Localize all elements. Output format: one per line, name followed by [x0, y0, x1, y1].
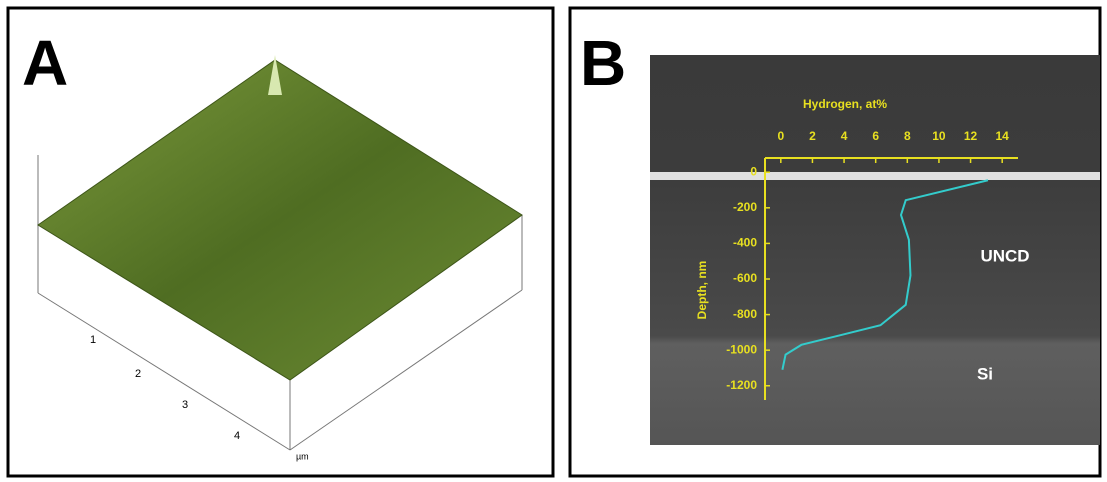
y-tick-label: -1200	[726, 378, 757, 392]
x-tick-label: 6	[872, 129, 879, 143]
panel-label: A	[22, 27, 68, 99]
surface-band	[650, 172, 1100, 180]
axis-tick-label: 1	[90, 334, 96, 346]
x-tick-label: 8	[904, 129, 911, 143]
axis-tick-label: 2	[135, 368, 141, 380]
y-tick-label: -800	[733, 307, 757, 321]
x-tick-label: 14	[996, 129, 1010, 143]
annotation: UNCD	[980, 246, 1029, 265]
x-tick-label: 10	[932, 129, 946, 143]
axis-tick-label: 4	[234, 430, 240, 442]
axis-tick-label: 3	[182, 399, 188, 411]
panel-label: B	[580, 27, 626, 99]
figure: A B 1 2 3 4 µm 0 2 4 6 8 10 12 14 0 -200 -400 -600 -…	[0, 0, 1107, 482]
axis-unit: µm	[296, 451, 309, 461]
x-tick-label: 4	[841, 129, 848, 143]
y-axis-title: Depth, nm	[695, 261, 709, 320]
x-axis-title: Hydrogen, at%	[803, 97, 887, 111]
y-tick-label: -400	[733, 236, 757, 250]
y-tick-label: -200	[733, 200, 757, 214]
sem-image	[650, 55, 1100, 445]
page: {"panel_a":{"label":"A","ticks":["1","2"…	[0, 0, 1107, 482]
y-tick-label: -1000	[726, 342, 757, 356]
x-tick-label: 0	[777, 129, 784, 143]
x-tick-label: 12	[964, 129, 978, 143]
y-tick-label: 0	[750, 164, 757, 178]
x-tick-label: 2	[809, 129, 816, 143]
annotation: Si	[977, 364, 993, 383]
y-tick-label: -600	[733, 271, 757, 285]
